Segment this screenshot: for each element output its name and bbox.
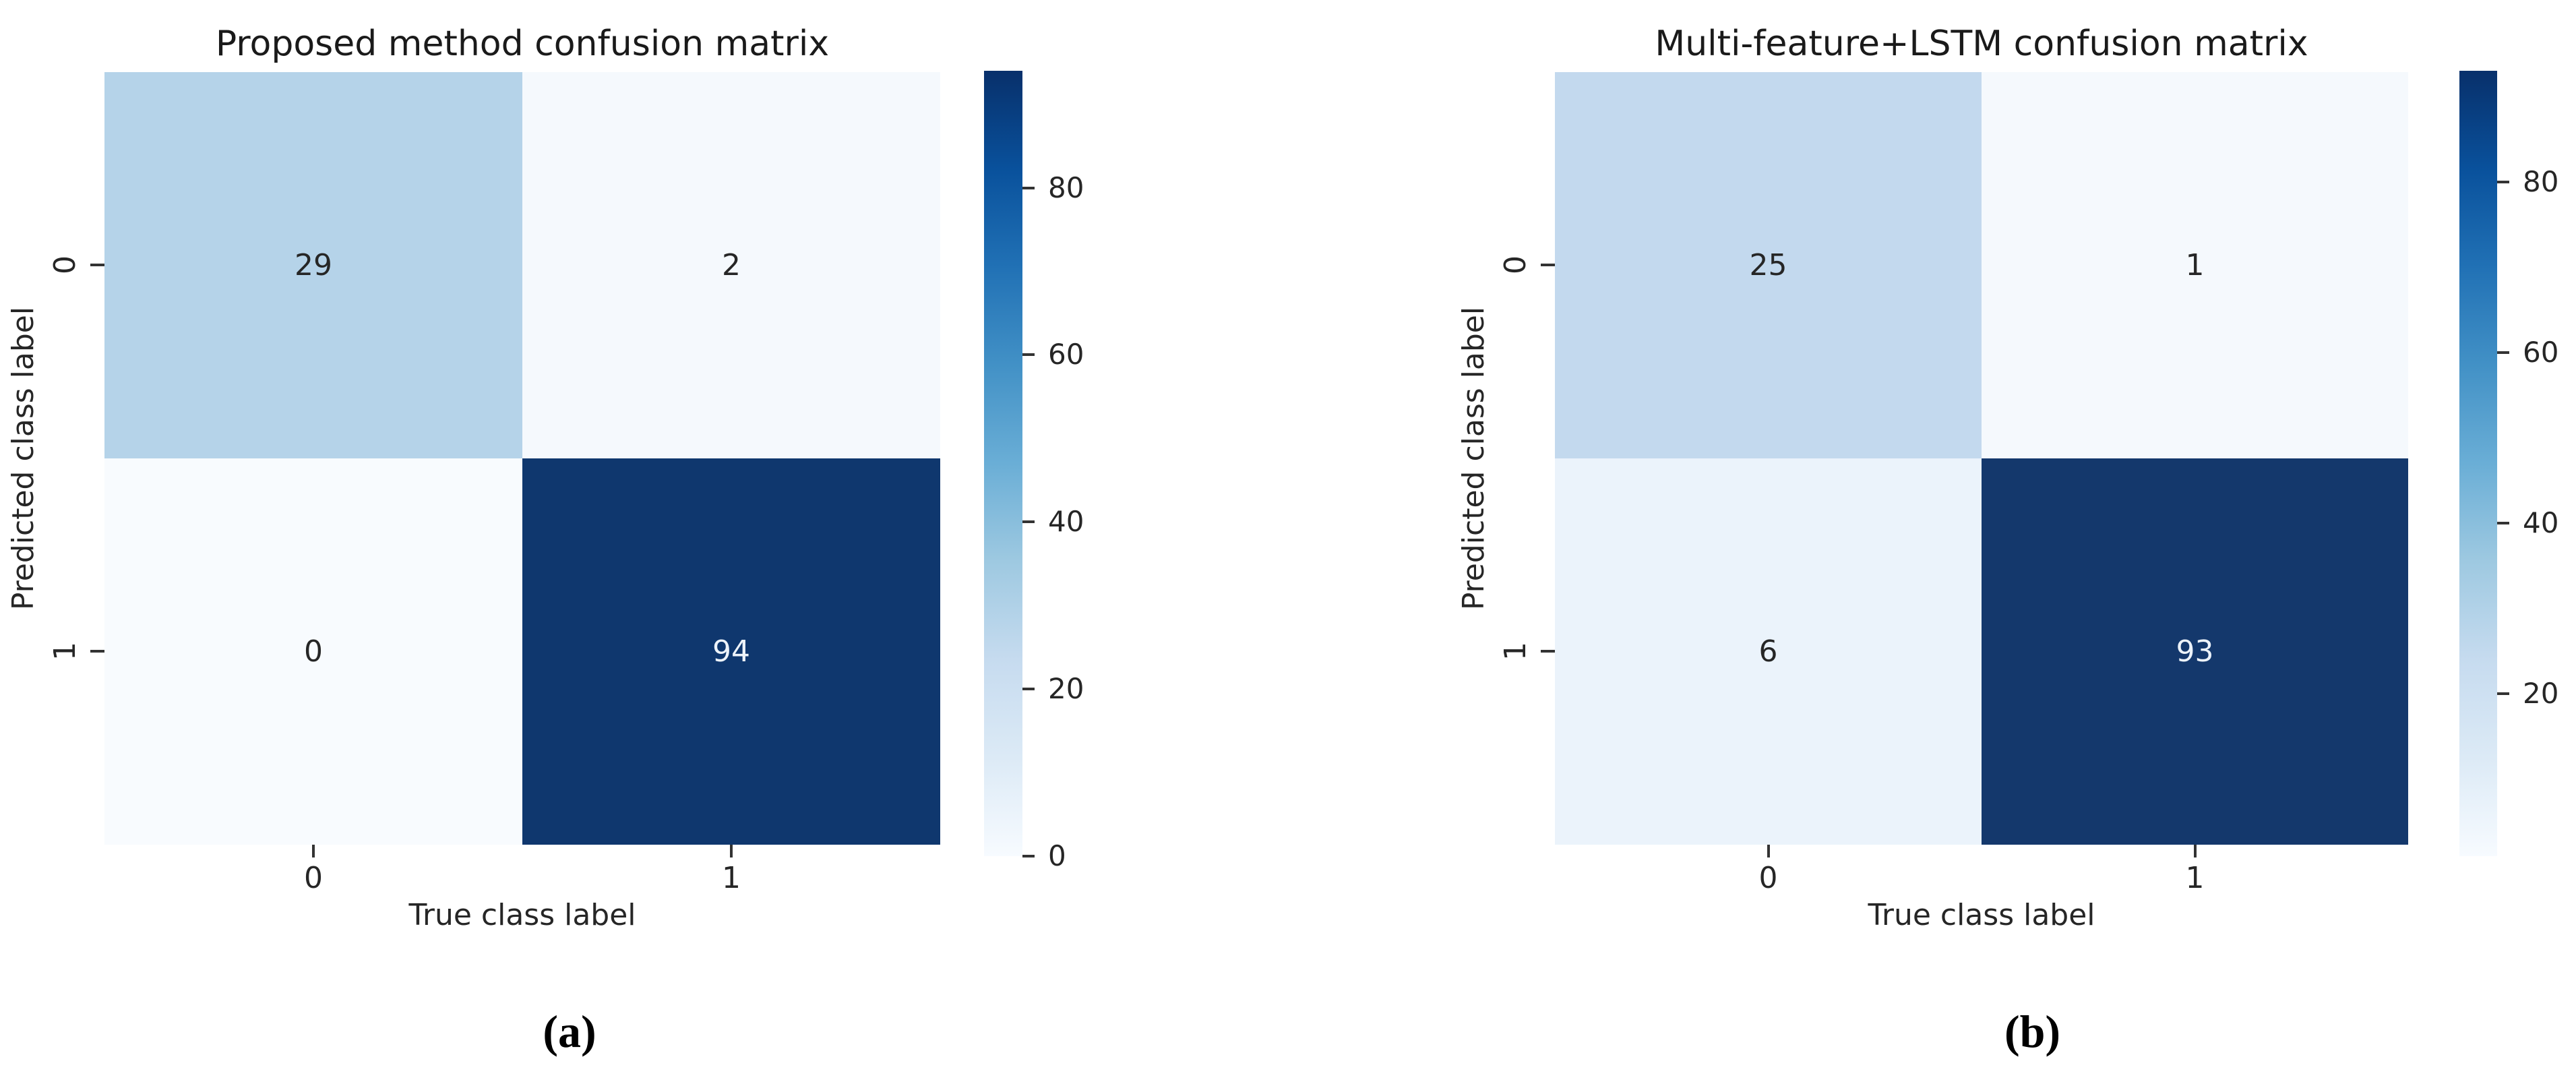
y-tick-mark	[90, 264, 104, 266]
heatmap-cell-r1c0: 0	[104, 458, 522, 845]
heatmap-cell-r1c1: 94	[522, 458, 940, 845]
colorbar-tick-label: 20	[1048, 672, 1084, 705]
colorbar-tick: 40	[2497, 509, 2558, 537]
x-tick-label-0: 0	[304, 861, 323, 895]
panel-label-b: (b)	[2004, 1006, 2061, 1057]
colorbar-tick: 60	[1022, 340, 1084, 369]
colorbar-tick: 20	[2497, 680, 2558, 708]
y-tick-label-0: 0	[1498, 255, 1533, 274]
colorbar-tick-label: 80	[1048, 171, 1084, 204]
heatmap-cell-r1c1: 93	[1982, 458, 2408, 845]
x-tick-label-1: 1	[722, 861, 741, 895]
heatmap-cell-r0c1: 2	[522, 72, 940, 458]
colorbar-tick-mark	[1022, 855, 1035, 857]
cell-value: 93	[2176, 634, 2214, 669]
colorbar-gradient	[984, 71, 1022, 856]
colorbar-tick-label: 80	[2523, 165, 2559, 198]
confusion-matrix-panel-a: Proposed method confusion matrix 29 2 0 …	[6, 24, 1084, 1057]
x-tick-mark	[312, 845, 315, 857]
colorbar-tick: 80	[2497, 168, 2558, 196]
heatmap-cell-r0c0: 29	[104, 72, 522, 458]
x-tick-label-1: 1	[2185, 861, 2205, 895]
x-tick-mark	[1767, 845, 1770, 857]
chart-title: Multi-feature+LSTM confusion matrix	[1655, 24, 2308, 64]
cell-value: 94	[712, 634, 750, 669]
colorbar-tick-mark	[1022, 688, 1035, 690]
x-axis-label: True class label	[1868, 898, 2095, 932]
colorbar-tick: 60	[2497, 338, 2558, 367]
colorbar-tick-label: 0	[1048, 839, 1066, 872]
heatmap-cell-r0c1: 1	[1982, 72, 2408, 458]
y-tick-label-1: 1	[1498, 642, 1533, 661]
y-tick-mark	[1541, 650, 1555, 653]
heatmap-cell-r0c0: 25	[1555, 72, 1982, 458]
heatmap-cell-r1c0: 6	[1555, 458, 1982, 845]
colorbar-tick: 40	[1022, 508, 1084, 536]
cell-value: 2	[722, 247, 741, 282]
colorbar-gradient	[2459, 71, 2497, 856]
colorbar-tick-label: 40	[1048, 505, 1084, 538]
y-axis-label: Predicted class label	[1456, 306, 1491, 611]
y-tick-label-1: 1	[48, 642, 82, 661]
heatmap-grid: 25 1 6 93	[1555, 72, 2408, 845]
x-tick-label-0: 0	[1758, 861, 1778, 895]
colorbar-tick-label: 20	[2523, 677, 2559, 710]
colorbar-tick-mark	[1022, 353, 1035, 356]
y-tick-mark	[1541, 264, 1555, 266]
colorbar-tick-mark	[2497, 692, 2509, 695]
panel-label-a: (a)	[543, 1006, 596, 1057]
y-axis-label: Predicted class label	[6, 306, 40, 611]
colorbar-tick: 20	[1022, 675, 1084, 703]
y-tick-mark	[90, 650, 104, 653]
y-tick-label-0: 0	[48, 255, 82, 274]
colorbar-tick-mark	[2497, 181, 2509, 183]
cell-value: 1	[2185, 247, 2205, 282]
confusion-matrix-panel-b: Multi-feature+LSTM confusion matrix 25 1…	[1288, 0, 2576, 1084]
cell-value: 6	[1758, 634, 1778, 669]
colorbar-tick-label: 40	[2523, 506, 2559, 539]
cell-value: 0	[304, 634, 323, 669]
x-tick-mark	[730, 845, 733, 857]
colorbar-tick-mark	[2497, 522, 2509, 524]
colorbar-tick: 80	[1022, 174, 1084, 202]
colorbar-tick-mark	[1022, 187, 1035, 189]
colorbar-tick-label: 60	[1048, 338, 1084, 371]
x-axis-label: True class label	[408, 898, 636, 932]
x-tick-mark	[2193, 845, 2197, 857]
colorbar-tick: 0	[1022, 842, 1066, 870]
colorbar-tick-mark	[2497, 351, 2509, 354]
cell-value: 29	[295, 247, 332, 282]
colorbar-tick-mark	[1022, 520, 1035, 523]
heatmap-grid: 29 2 0 94	[104, 72, 940, 845]
cell-value: 25	[1749, 247, 1787, 282]
chart-title: Proposed method confusion matrix	[215, 24, 830, 64]
colorbar-tick-label: 60	[2523, 336, 2559, 369]
